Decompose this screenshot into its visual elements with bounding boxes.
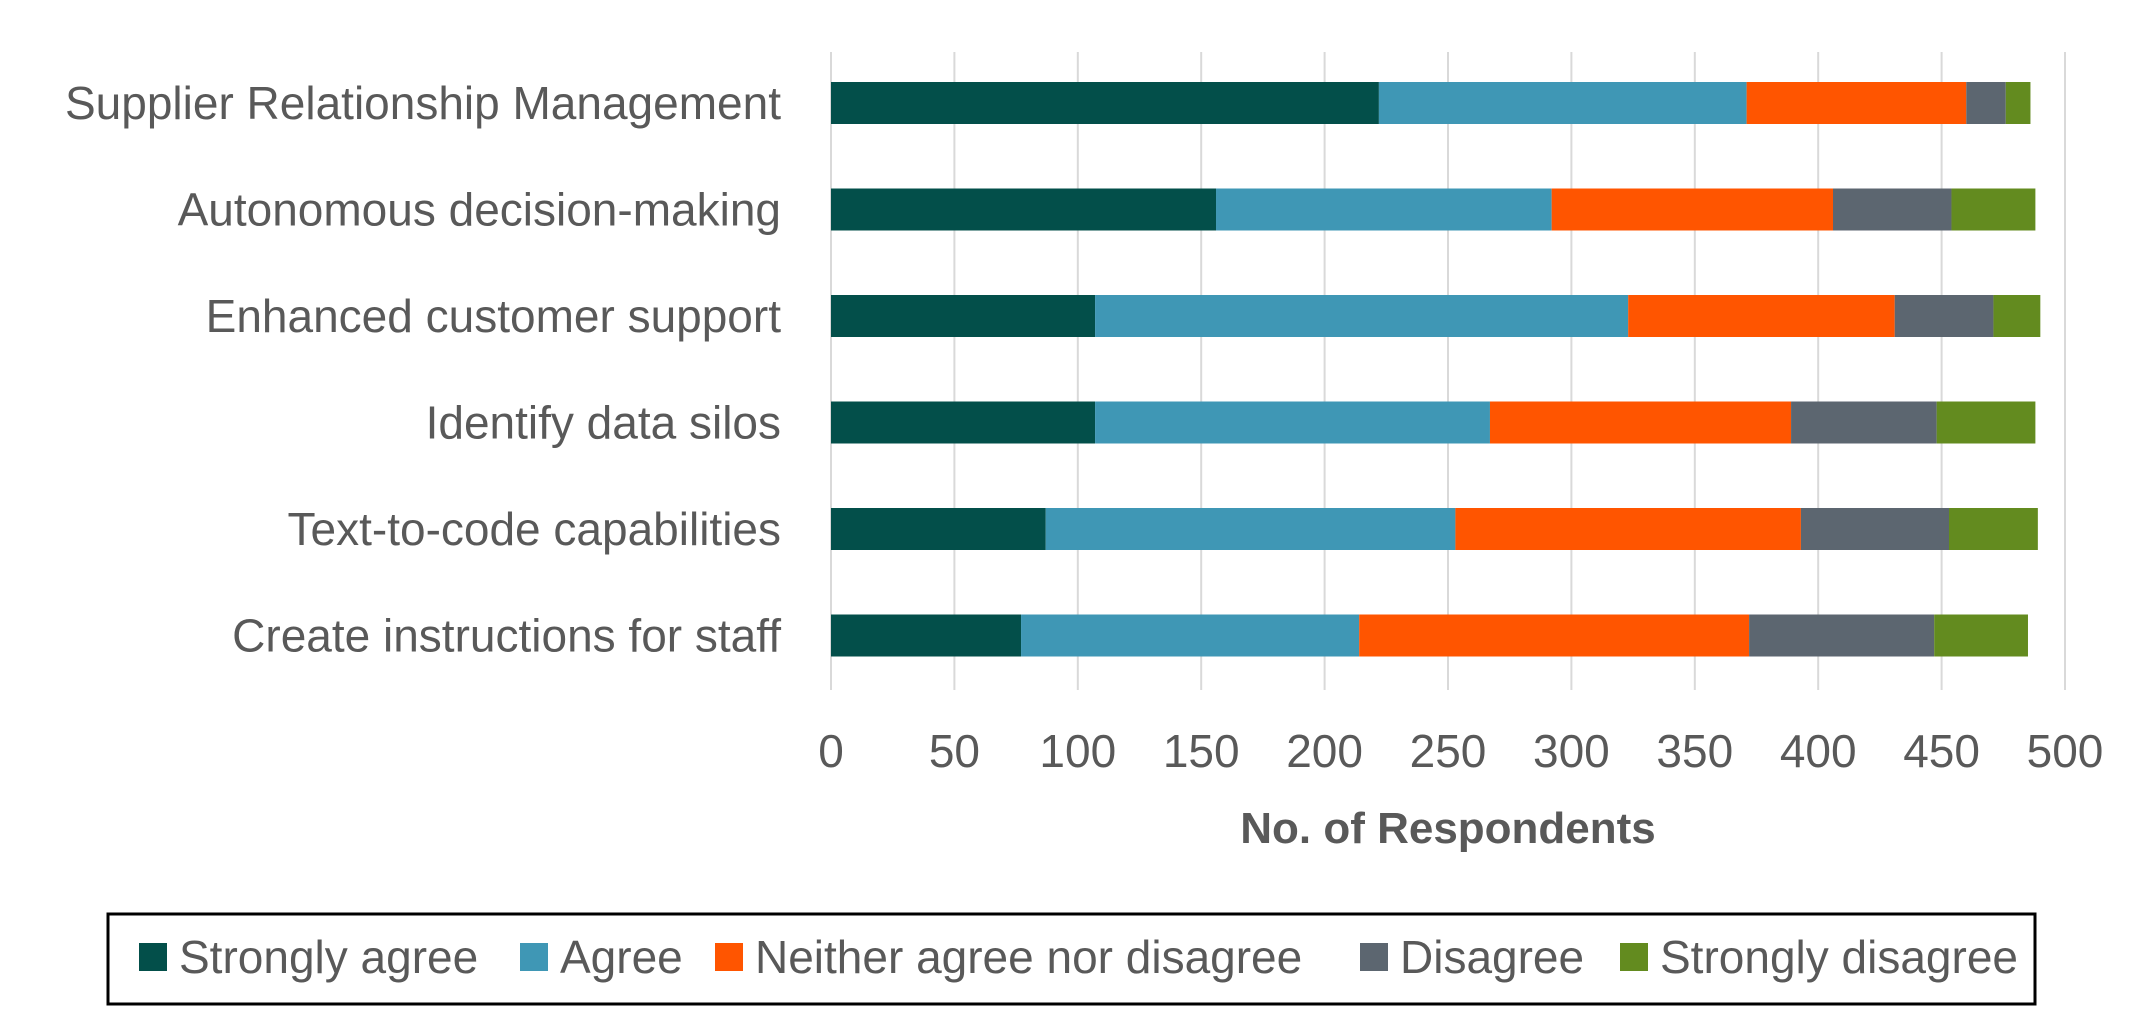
x-axis-ticks: 0 50 100 150 200 250 300 350 400 450 500 (818, 725, 2103, 777)
x-tick-label: 200 (1286, 725, 1363, 777)
bar-segment (1551, 188, 1834, 231)
x-tick-label: 450 (1903, 725, 1980, 777)
bar-segment (1949, 508, 2038, 550)
bar-segment (831, 508, 1046, 550)
bar-segment (831, 82, 1379, 124)
category-label: Create instructions for staff (232, 610, 781, 662)
legend: Strongly agree Agree Neither agree nor dis… (106, 912, 2037, 1006)
bar-segment (1993, 295, 2041, 337)
bar-segment (1791, 401, 1937, 444)
bar-segment (1021, 614, 1360, 657)
category-label: Supplier Relationship Management (65, 77, 781, 129)
x-tick-label: 350 (1656, 725, 1733, 777)
x-tick-label: 0 (818, 725, 844, 777)
bar-segment (1833, 188, 1952, 231)
bar-segment (1216, 188, 1552, 231)
bar-segment (831, 188, 1217, 231)
bar-segment (1489, 401, 1792, 444)
bar-segment (1045, 508, 1456, 550)
legend-label: Strongly disagree (1660, 931, 2018, 983)
x-tick-label: 400 (1780, 725, 1857, 777)
bar-segment (1746, 82, 1967, 124)
bar-segment (831, 614, 1022, 657)
legend-swatch (520, 943, 548, 971)
x-tick-label: 50 (929, 725, 980, 777)
bar-segment (1951, 188, 2036, 231)
x-tick-label: 250 (1410, 725, 1487, 777)
category-label: Autonomous decision-making (178, 184, 781, 236)
bar-segment (1800, 508, 1950, 550)
x-tick-label: 100 (1039, 725, 1116, 777)
gridlines (830, 52, 2066, 690)
legend-box (106, 912, 2037, 1006)
x-tick-label: 150 (1163, 725, 1240, 777)
bar-segment (1455, 508, 1801, 550)
legend-label: Disagree (1400, 931, 1584, 983)
category-labels: Supplier Relationship Management Autonomo… (65, 77, 781, 662)
legend-swatch (715, 943, 743, 971)
bar-segment (1936, 401, 2036, 444)
bar-segment (1378, 82, 1747, 124)
x-tick-label: 500 (2027, 725, 2104, 777)
bar-segment (831, 295, 1096, 337)
bar-segment (1966, 82, 2006, 124)
bar-segment (1749, 614, 1935, 657)
bar-segment (1359, 614, 1750, 657)
legend-swatch (1360, 943, 1388, 971)
category-label: Identify data silos (426, 397, 781, 449)
bar-segment (2005, 82, 2031, 124)
category-label: Text-to-code capabilities (288, 503, 781, 555)
bar-segment (1934, 614, 2028, 657)
bar-segment (1095, 401, 1490, 444)
legend-label: Neither agree nor disagree (755, 931, 1302, 983)
x-axis-title: No. of Respondents (1240, 804, 1656, 853)
bars (831, 82, 2041, 657)
legend-swatch (139, 943, 167, 971)
bar-segment (1095, 295, 1629, 337)
bar-segment (1628, 295, 1895, 337)
bar-segment (1894, 295, 1994, 337)
bar-segment (831, 401, 1096, 444)
legend-label: Strongly agree (179, 931, 478, 983)
legend-label: Agree (560, 931, 683, 983)
legend-swatch (1620, 943, 1648, 971)
x-tick-label: 300 (1533, 725, 1610, 777)
category-label: Enhanced customer support (206, 290, 782, 342)
